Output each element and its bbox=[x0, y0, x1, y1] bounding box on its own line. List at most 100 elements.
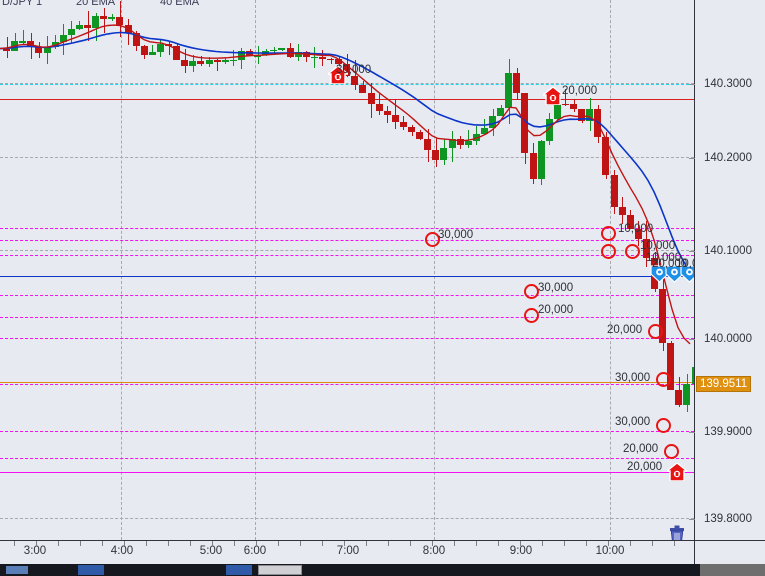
order-marker-circle-6[interactable] bbox=[524, 308, 539, 323]
candle-body bbox=[335, 59, 343, 64]
order-marker-circle-5[interactable] bbox=[524, 284, 539, 299]
candle-body bbox=[634, 228, 642, 239]
order-level-line bbox=[0, 240, 694, 241]
candle-body bbox=[570, 104, 577, 110]
order-marker-pin-3[interactable] bbox=[680, 264, 694, 283]
order-size-label: 10,000 bbox=[676, 258, 694, 270]
candle-body bbox=[213, 60, 221, 62]
order-size-label: 20,000 bbox=[538, 304, 574, 316]
time-tick-mark bbox=[322, 541, 323, 546]
candle-body bbox=[59, 35, 67, 42]
time-tick-mark bbox=[454, 541, 455, 546]
candle-body bbox=[667, 342, 675, 390]
time-axis[interactable]: 3:00 4:00 5:00 6:00 7:00 8:00 9:00 10:00 bbox=[0, 540, 694, 564]
vertical-gridline bbox=[255, 0, 256, 540]
chart-plot-area[interactable]: D/JPY 1 20 EMA 40 EMA 30,000 20,000 30,000… bbox=[0, 0, 694, 540]
candle-body bbox=[148, 51, 156, 55]
candle-body bbox=[205, 60, 213, 64]
time-tick-mark bbox=[652, 541, 653, 546]
time-tick-mark bbox=[564, 541, 565, 546]
candle-body bbox=[343, 63, 351, 76]
order-marker-home-3[interactable] bbox=[667, 463, 687, 481]
candle-body bbox=[691, 367, 694, 384]
time-tick-label: 8:00 bbox=[422, 545, 446, 557]
price-level-line-blue bbox=[0, 276, 694, 277]
time-tick-mark bbox=[520, 541, 521, 546]
order-marker-pin-1[interactable] bbox=[650, 264, 669, 283]
time-tick-label: 5:00 bbox=[199, 545, 223, 557]
candle-wick bbox=[330, 57, 332, 64]
candle-body bbox=[359, 85, 367, 93]
time-tick-label: 10:00 bbox=[595, 545, 625, 557]
candle-body bbox=[156, 44, 164, 52]
candle-body bbox=[116, 16, 124, 26]
time-tick-label: 6:00 bbox=[243, 545, 267, 557]
candle-body bbox=[27, 41, 35, 48]
price-axis[interactable]: 140.3000 140.2000 140.1000 140.0000 139.9000… bbox=[689, 0, 765, 540]
time-tick-mark bbox=[80, 541, 81, 546]
order-level-line-solid bbox=[0, 472, 694, 473]
order-marker-pin-2[interactable] bbox=[665, 264, 684, 283]
candle-wick bbox=[22, 29, 24, 45]
time-tick-mark bbox=[190, 541, 191, 546]
vertical-gridline bbox=[434, 0, 435, 540]
taskbar-button[interactable] bbox=[78, 565, 104, 575]
taskbar-app-icon[interactable] bbox=[6, 566, 28, 574]
candle-wick bbox=[354, 59, 356, 90]
order-marker-circle-4[interactable] bbox=[625, 244, 640, 259]
candle-body bbox=[513, 73, 521, 94]
time-tick-mark bbox=[146, 541, 147, 546]
candle-body bbox=[480, 128, 488, 134]
candle-body bbox=[140, 46, 148, 55]
taskbar-field[interactable] bbox=[258, 565, 302, 575]
time-tick-mark bbox=[630, 541, 631, 546]
time-tick-mark bbox=[586, 541, 587, 546]
candle-body bbox=[367, 92, 375, 104]
order-level-line bbox=[0, 228, 694, 229]
candle-body bbox=[545, 118, 553, 142]
time-tick-label: 9:00 bbox=[509, 545, 533, 557]
candle-body bbox=[100, 16, 108, 19]
order-size-label: 20,000 bbox=[623, 443, 659, 455]
candle-body bbox=[19, 41, 27, 43]
candle-body bbox=[75, 25, 83, 30]
order-marker-home-1[interactable] bbox=[328, 66, 348, 84]
candle-body bbox=[173, 46, 181, 60]
trash-icon[interactable] bbox=[668, 524, 686, 540]
time-tick-label: 3:00 bbox=[23, 545, 47, 557]
order-marker-circle-3[interactable] bbox=[601, 244, 616, 259]
price-tick-mark bbox=[689, 519, 695, 520]
candle-body bbox=[505, 73, 513, 108]
vertical-gridline bbox=[121, 0, 122, 540]
time-tick-mark bbox=[608, 541, 609, 546]
candle-body bbox=[327, 58, 334, 61]
price-tick-label: 140.0000 bbox=[704, 333, 752, 345]
order-marker-circle-8[interactable] bbox=[656, 372, 671, 387]
candle-body bbox=[602, 136, 610, 175]
candle-body bbox=[189, 60, 197, 66]
order-marker-circle-9[interactable] bbox=[656, 418, 671, 433]
order-marker-circle-2[interactable] bbox=[601, 226, 616, 241]
candle-body bbox=[683, 383, 691, 405]
axis-corner bbox=[694, 540, 765, 564]
order-size-label: 30,000 bbox=[615, 416, 651, 428]
order-size-label: 10,000 bbox=[646, 252, 682, 264]
order-marker-circle-7[interactable] bbox=[648, 324, 663, 339]
order-level-line bbox=[0, 317, 694, 318]
time-tick-mark bbox=[344, 541, 345, 546]
price-tick-label: 140.3000 bbox=[704, 78, 752, 90]
order-marker-circle-1[interactable] bbox=[425, 232, 440, 247]
price-tick-mark bbox=[689, 339, 695, 340]
candle-wick bbox=[468, 129, 470, 149]
order-size-label: 10,000 bbox=[618, 223, 654, 235]
taskbar-button[interactable] bbox=[226, 565, 252, 575]
candle-body bbox=[35, 47, 43, 53]
order-marker-circle-10[interactable] bbox=[664, 444, 679, 459]
candle-wick bbox=[152, 44, 154, 56]
candle-wick bbox=[103, 7, 105, 33]
order-level-line bbox=[0, 384, 694, 385]
candle-body bbox=[237, 50, 245, 60]
order-marker-home-2[interactable] bbox=[543, 87, 563, 105]
time-tick-mark bbox=[278, 541, 279, 546]
candle-body bbox=[92, 16, 100, 28]
